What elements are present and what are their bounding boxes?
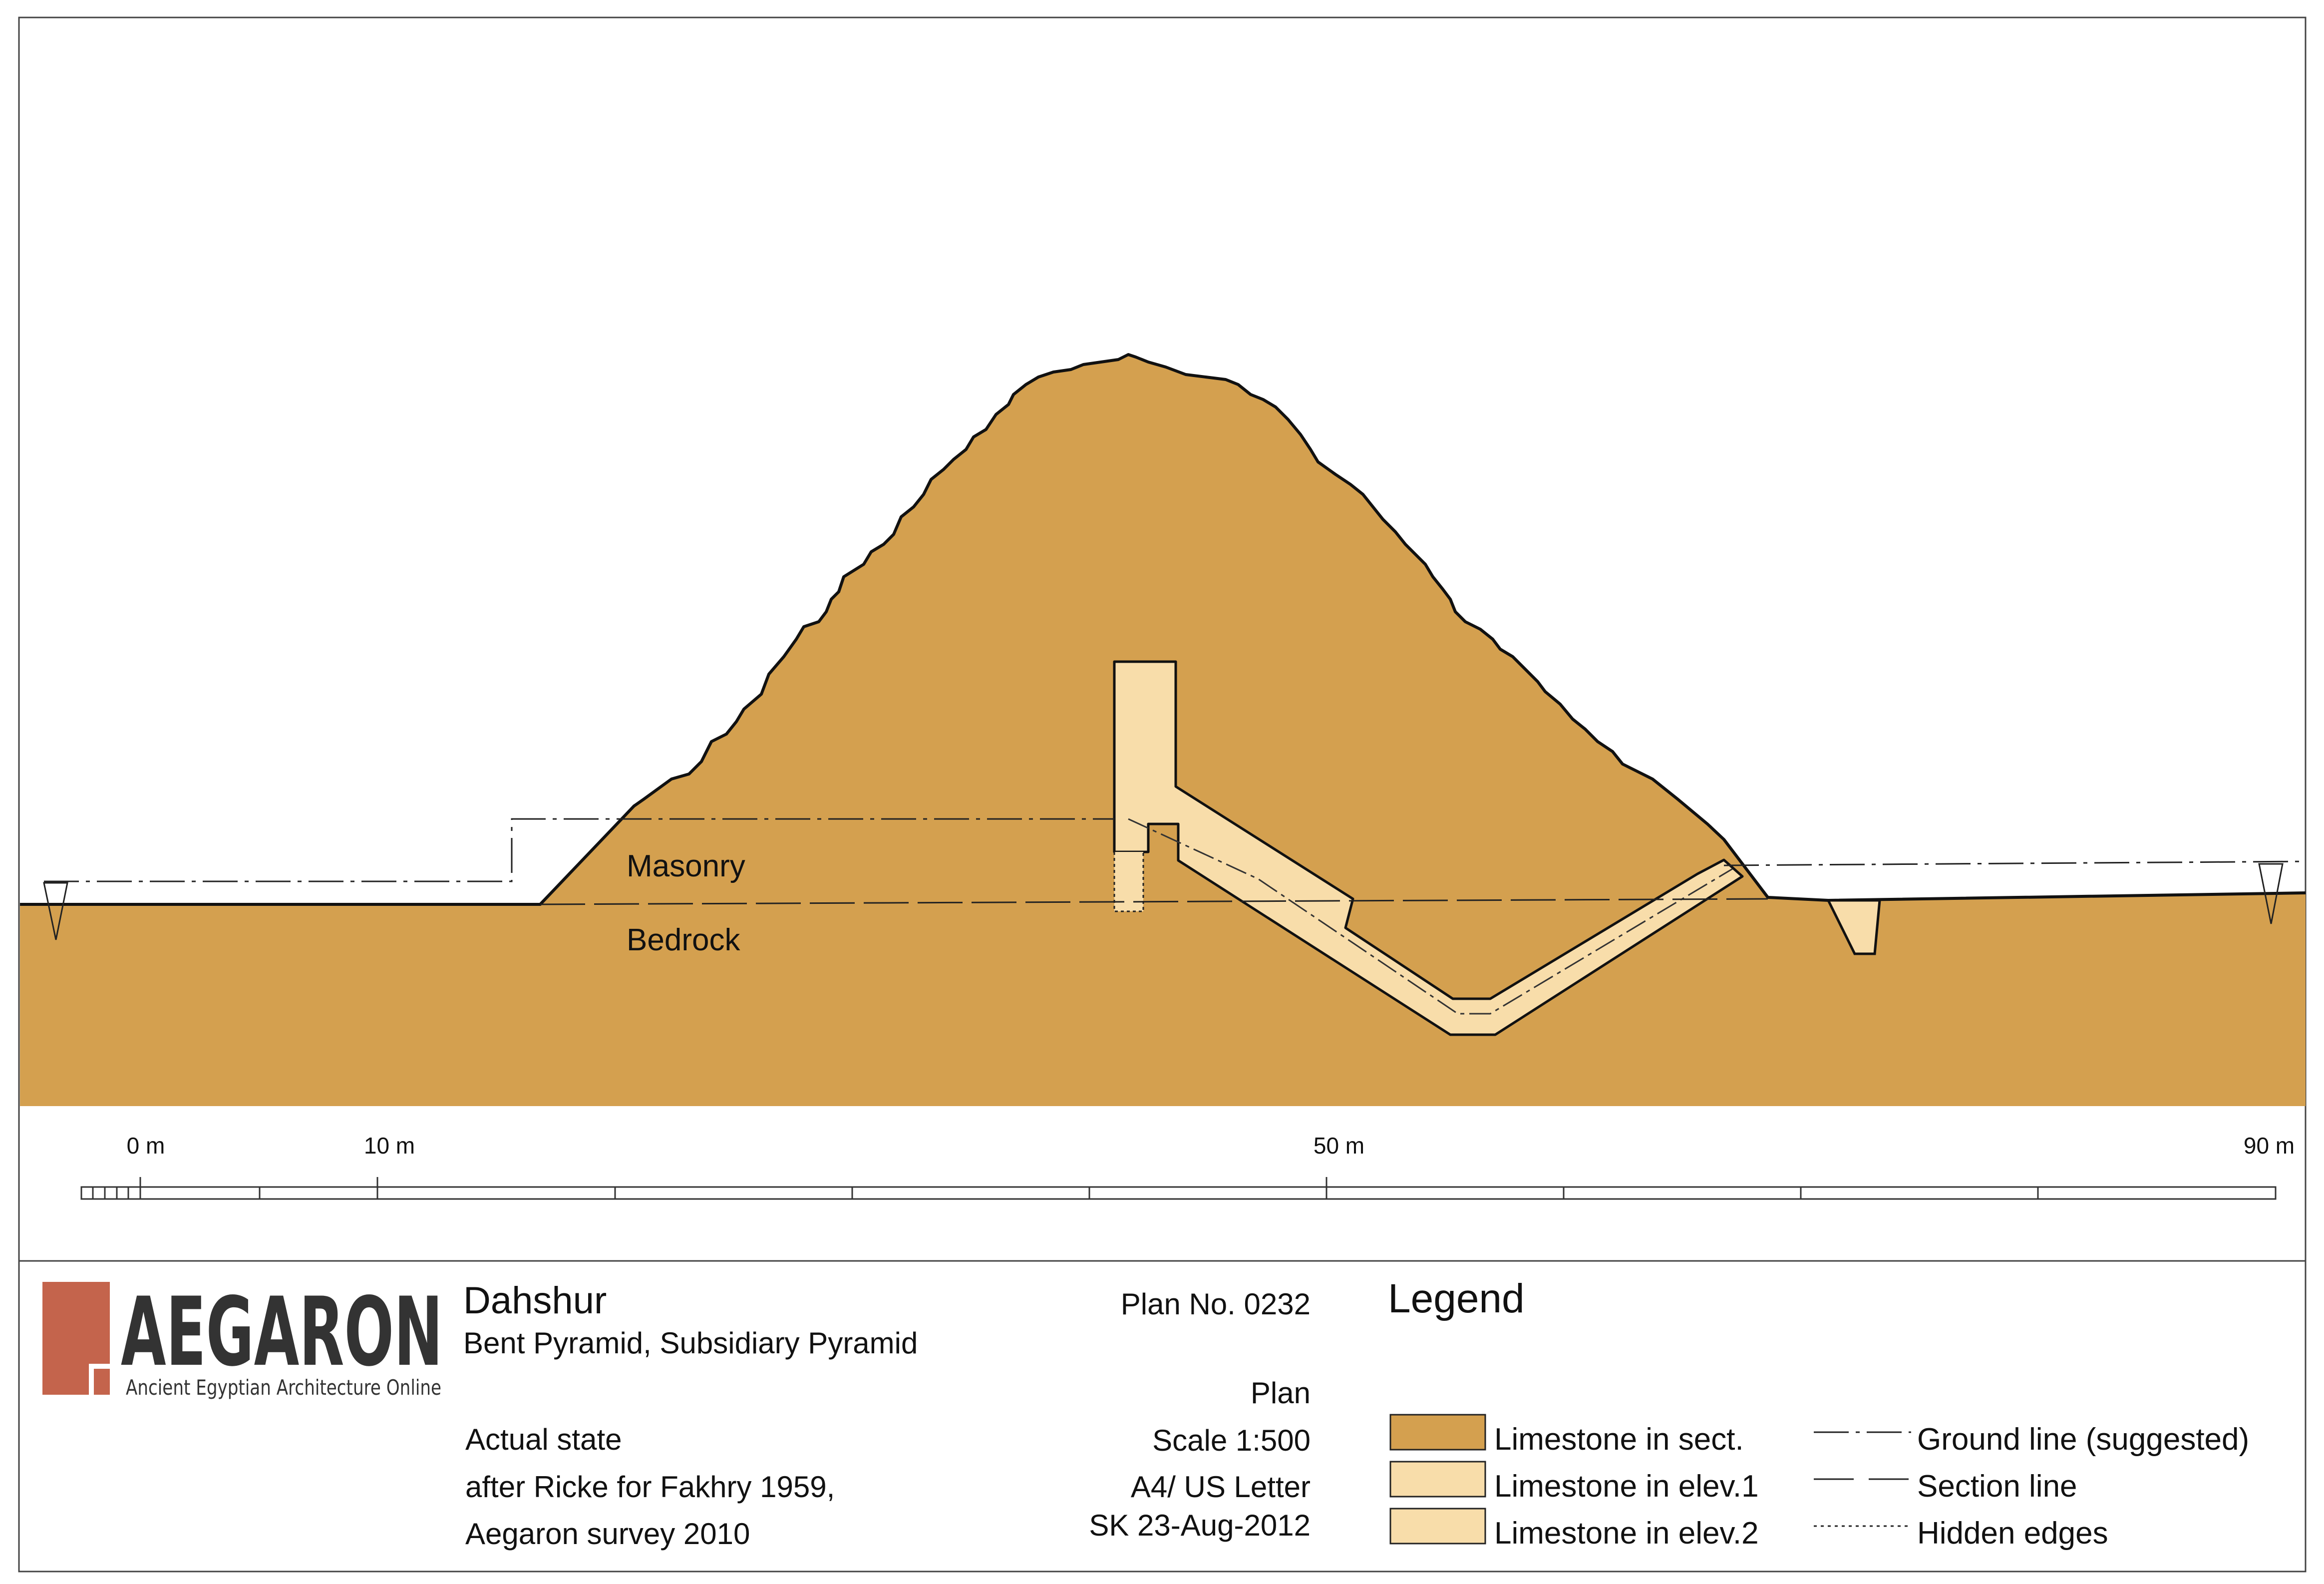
sheet-border	[18, 16, 2307, 1573]
scale-tick-0m: 0 m	[127, 1133, 165, 1159]
site-name: Dahshur	[463, 1279, 607, 1322]
legend-label-limestone-section: Limestone in sect.	[1494, 1422, 1744, 1457]
logo-wordmark: AEGARON	[121, 1277, 443, 1387]
legend-label-limestone-elev1: Limestone in elev.1	[1494, 1469, 1759, 1504]
note-line-2: after Ricke for Fakhry 1959,	[465, 1470, 835, 1504]
section-drawing: Masonry Bedrock	[20, 353, 2306, 1106]
logo-tagline: Ancient Egyptian Architecture Online	[126, 1375, 441, 1400]
scale-bar-body	[80, 1186, 2277, 1200]
logo-mark-icon	[42, 1282, 110, 1395]
level-marker-left-icon	[43, 882, 68, 940]
legend-label-ground-line: Ground line (suggested)	[1917, 1422, 2249, 1457]
pit-elevation	[1826, 899, 1881, 955]
plan-type: Plan	[1251, 1376, 1311, 1410]
scale-tick-10m: 10 m	[364, 1133, 415, 1159]
hidden-edges-shaft	[1113, 852, 1144, 912]
ground-line-suggested	[44, 818, 2306, 882]
legend-swatch-limestone-elev1	[1389, 1461, 1486, 1498]
plan-number: Plan No. 0232	[1121, 1287, 1311, 1321]
legend-label-limestone-elev2: Limestone in elev.2	[1494, 1516, 1759, 1551]
scale-bar-divisions	[92, 1177, 2039, 1199]
legend: Legend Limestone in sect. Limestone in e…	[1388, 1276, 2249, 1551]
masonry-label: Masonry	[627, 849, 745, 883]
pyramid-outline	[20, 353, 2306, 906]
legend-swatch-limestone-section	[1389, 1414, 1486, 1451]
scale-tick-50m: 50 m	[1314, 1133, 1364, 1159]
scale-bar: 0 m 10 m 50 m 90 m	[80, 1133, 2295, 1200]
bedrock-label: Bedrock	[627, 923, 740, 957]
corridor-axis-line	[1128, 818, 1733, 1015]
aegaron-logo: AEGARON Ancient Egyptian Architecture On…	[42, 1277, 443, 1400]
plan-scale: Scale 1:500	[1152, 1424, 1311, 1457]
legend-swatch-limestone-elev2	[1389, 1508, 1486, 1545]
legend-title: Legend	[1388, 1276, 1525, 1321]
monument-name: Bent Pyramid, Subsidiary Pyramid	[463, 1326, 918, 1360]
note-line-3: Aegaron survey 2010	[465, 1517, 750, 1551]
level-marker-right-icon	[2258, 863, 2284, 924]
corridor-elevation	[1113, 660, 1744, 1036]
note-line-1: Actual state	[465, 1423, 622, 1456]
author-date: SK 23-Aug-2012	[1089, 1509, 1311, 1542]
scale-tick-90m: 90 m	[2244, 1133, 2295, 1159]
legend-label-section-line: Section line	[1917, 1469, 2077, 1504]
legend-label-hidden-edges: Hidden edges	[1917, 1516, 2108, 1551]
paper-size: A4/ US Letter	[1131, 1470, 1311, 1504]
section-line	[540, 898, 1768, 905]
